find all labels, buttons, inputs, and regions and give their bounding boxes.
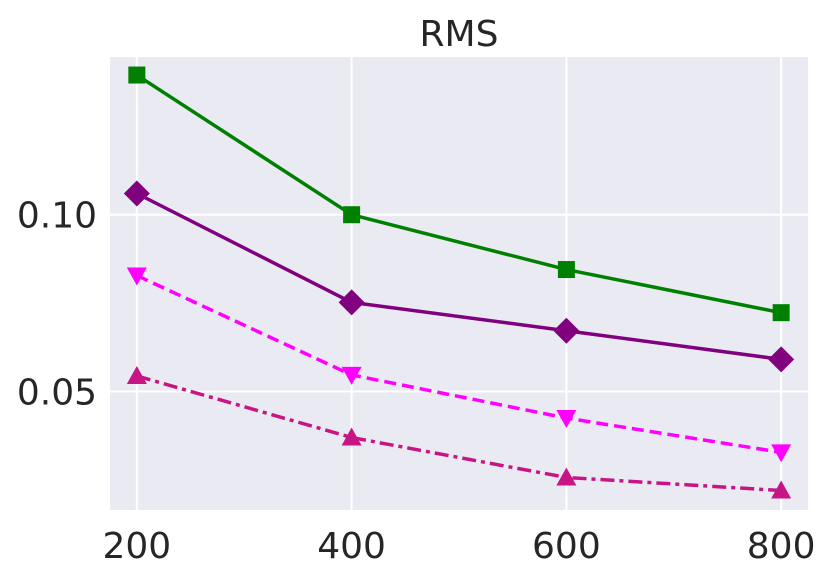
- data-point: [772, 304, 790, 322]
- x-tick-label: 400: [317, 526, 386, 567]
- data-point: [556, 410, 577, 429]
- data-point: [341, 427, 362, 446]
- series-layer: [123, 66, 795, 499]
- y-tick-label: 0.10: [17, 196, 97, 237]
- series-1: [128, 66, 790, 322]
- data-point: [771, 480, 792, 499]
- y-tick-label: 0.05: [17, 373, 97, 414]
- series-line: [135, 73, 782, 315]
- data-point: [128, 66, 146, 84]
- series-line: [136, 273, 782, 455]
- x-tick-label: 800: [747, 526, 816, 567]
- series-line: [136, 191, 782, 362]
- data-point: [556, 467, 577, 486]
- series-4: [126, 365, 792, 499]
- data-point: [338, 289, 365, 316]
- data-point: [553, 317, 580, 344]
- data-point: [126, 267, 147, 286]
- data-point: [771, 444, 792, 463]
- chart-title: RMS: [420, 14, 499, 55]
- series-3: [126, 267, 792, 463]
- data-point: [123, 180, 150, 207]
- data-point: [343, 206, 361, 224]
- data-point: [557, 261, 575, 279]
- series-2: [123, 180, 795, 373]
- axis-labels: 200 400 600 800 0.05 0.10: [17, 196, 816, 567]
- data-point: [341, 366, 362, 385]
- x-tick-label: 600: [532, 526, 601, 567]
- data-point: [768, 346, 795, 373]
- x-tick-label: 200: [102, 526, 171, 567]
- grid: [110, 57, 808, 510]
- data-point: [126, 365, 147, 384]
